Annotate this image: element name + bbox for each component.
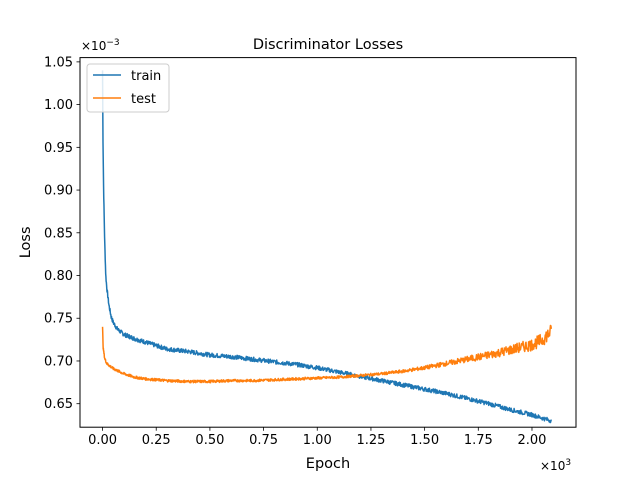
series-line-train (101, 70, 553, 424)
y-axis-ticks: 0.65 0.70 0.75 0.80 0.85 0.90 0.95 1.00 1.05 (44, 55, 80, 412)
legend-label-test: test (131, 92, 156, 107)
y-tick-label: 0.70 (44, 354, 73, 369)
x-axis-label: Epoch (306, 456, 350, 472)
legend-box (86, 63, 170, 113)
x-tick-label: 1.25 (356, 433, 385, 448)
legend: train test (86, 63, 170, 113)
x-tick-label: 0.75 (249, 433, 278, 448)
x-tick-label: 1.75 (464, 433, 493, 448)
x-tick-label: 0.50 (195, 433, 224, 448)
y-tick-label: 0.90 (44, 184, 73, 199)
legend-label-train: train (131, 69, 161, 84)
series-line-test (101, 324, 553, 384)
x-axis-offset-text: ×103 (540, 458, 571, 473)
y-tick-label: 0.85 (44, 226, 73, 241)
x-tick-label: 1.00 (303, 433, 332, 448)
y-tick-label: 1.00 (44, 98, 73, 113)
x-tick-label: 0.25 (142, 433, 171, 448)
y-tick-label: 0.95 (44, 141, 73, 156)
chart-title: Discriminator Losses (253, 37, 403, 53)
x-tick-label: 1.50 (410, 433, 439, 448)
y-tick-label: 0.65 (44, 397, 73, 412)
axes-frame (79, 57, 577, 428)
y-tick-label: 1.05 (44, 55, 73, 70)
x-axis-ticks: 0.00 0.25 0.50 0.75 1.00 1.25 1.50 1.75 2.00 (88, 427, 546, 448)
plot-lines (101, 70, 553, 424)
x-tick-label: 0.00 (88, 433, 117, 448)
y-tick-label: 0.75 (44, 312, 73, 327)
y-axis-offset-text: ×10−3 (81, 38, 120, 53)
x-tick-label: 2.00 (518, 433, 547, 448)
y-axis-label: Loss (18, 226, 34, 258)
y-tick-label: 0.80 (44, 269, 73, 284)
